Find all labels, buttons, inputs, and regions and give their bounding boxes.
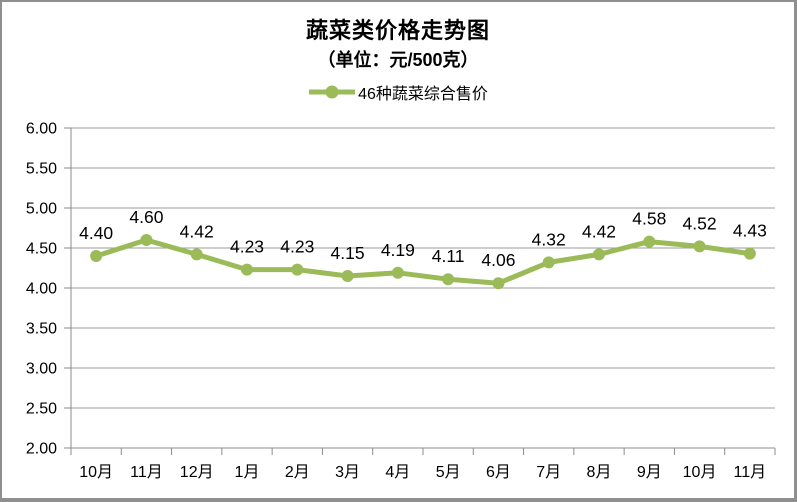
data-point-label: 4.42 xyxy=(180,221,214,241)
legend-line-marker-icon xyxy=(309,85,356,99)
x-axis-label: 11月 xyxy=(130,464,163,481)
data-point-marker xyxy=(442,273,455,286)
x-axis-label: 1月 xyxy=(235,464,260,481)
x-axis-label: 10月 xyxy=(683,464,717,481)
data-point-label: 4.60 xyxy=(129,207,163,227)
data-point-label: 4.06 xyxy=(481,250,515,270)
data-point-label: 4.23 xyxy=(230,237,264,257)
data-point-marker xyxy=(190,248,203,261)
x-axis-label: 5月 xyxy=(436,464,461,481)
y-axis-label: 5.50 xyxy=(26,161,57,178)
data-point-label: 4.42 xyxy=(582,221,616,241)
data-point-marker xyxy=(492,277,505,290)
data-point-label: 4.43 xyxy=(733,221,767,241)
x-axis-label: 9月 xyxy=(637,464,662,481)
series-line xyxy=(93,237,753,286)
y-axis-label: 4.50 xyxy=(26,241,57,258)
data-point-marker xyxy=(391,266,404,279)
y-axis-label: 3.50 xyxy=(26,321,57,338)
data-point-label: 4.52 xyxy=(683,213,717,233)
y-axis-label: 3.00 xyxy=(26,361,57,378)
y-axis-label: 4.00 xyxy=(26,281,57,298)
chart-legend: 46种蔬菜综合售价 xyxy=(2,80,794,104)
data-point-marker xyxy=(90,250,103,262)
data-point-marker xyxy=(593,248,605,261)
x-axis-label: 3月 xyxy=(335,464,360,481)
data-point-label: 4.19 xyxy=(381,240,415,260)
x-axis-label: 8月 xyxy=(587,464,612,481)
x-axis-label: 2月 xyxy=(285,464,310,481)
data-point-label: 4.58 xyxy=(632,209,666,229)
data-point-marker xyxy=(341,270,354,282)
legend-series-label: 46种蔬菜综合售价 xyxy=(358,86,488,103)
data-point-marker xyxy=(693,240,706,253)
x-axis-label: 7月 xyxy=(536,464,561,481)
x-axis-label: 10月 xyxy=(79,464,113,481)
data-point-marker xyxy=(291,263,304,276)
x-axis-label: 11月 xyxy=(734,464,767,481)
y-axis-label: 6.00 xyxy=(26,121,57,138)
data-point-marker xyxy=(140,234,153,246)
data-point-marker xyxy=(241,263,253,276)
y-axis-label: 5.00 xyxy=(26,201,57,218)
x-axis-label: 6月 xyxy=(486,464,511,481)
data-point-label: 4.15 xyxy=(331,243,365,263)
y-axis-label: 2.50 xyxy=(26,401,57,418)
data-point-label: 4.40 xyxy=(79,223,113,243)
chart-title: 蔬菜类价格走势图 xyxy=(305,18,490,43)
x-axis-label: 12月 xyxy=(180,464,214,481)
data-point-marker xyxy=(643,235,656,248)
data-point-label: 4.32 xyxy=(532,229,566,249)
data-point-label: 4.23 xyxy=(280,237,314,257)
data-point-marker xyxy=(743,247,756,260)
data-point-marker xyxy=(542,256,555,269)
x-axis-label: 4月 xyxy=(385,464,410,481)
y-axis-label: 2.00 xyxy=(26,441,57,458)
data-point-label: 4.11 xyxy=(432,246,465,266)
chart-subtitle: （单位：元/500克） xyxy=(317,50,479,70)
